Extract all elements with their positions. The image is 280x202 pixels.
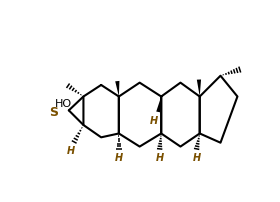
Text: H: H [67,146,75,156]
Text: H: H [156,152,164,162]
Polygon shape [156,97,161,113]
Text: H: H [115,152,123,162]
Text: HO: HO [55,98,72,108]
Polygon shape [115,81,120,97]
Text: H: H [193,152,201,162]
Text: S: S [49,106,58,119]
Text: H: H [150,115,158,125]
Polygon shape [197,80,201,97]
